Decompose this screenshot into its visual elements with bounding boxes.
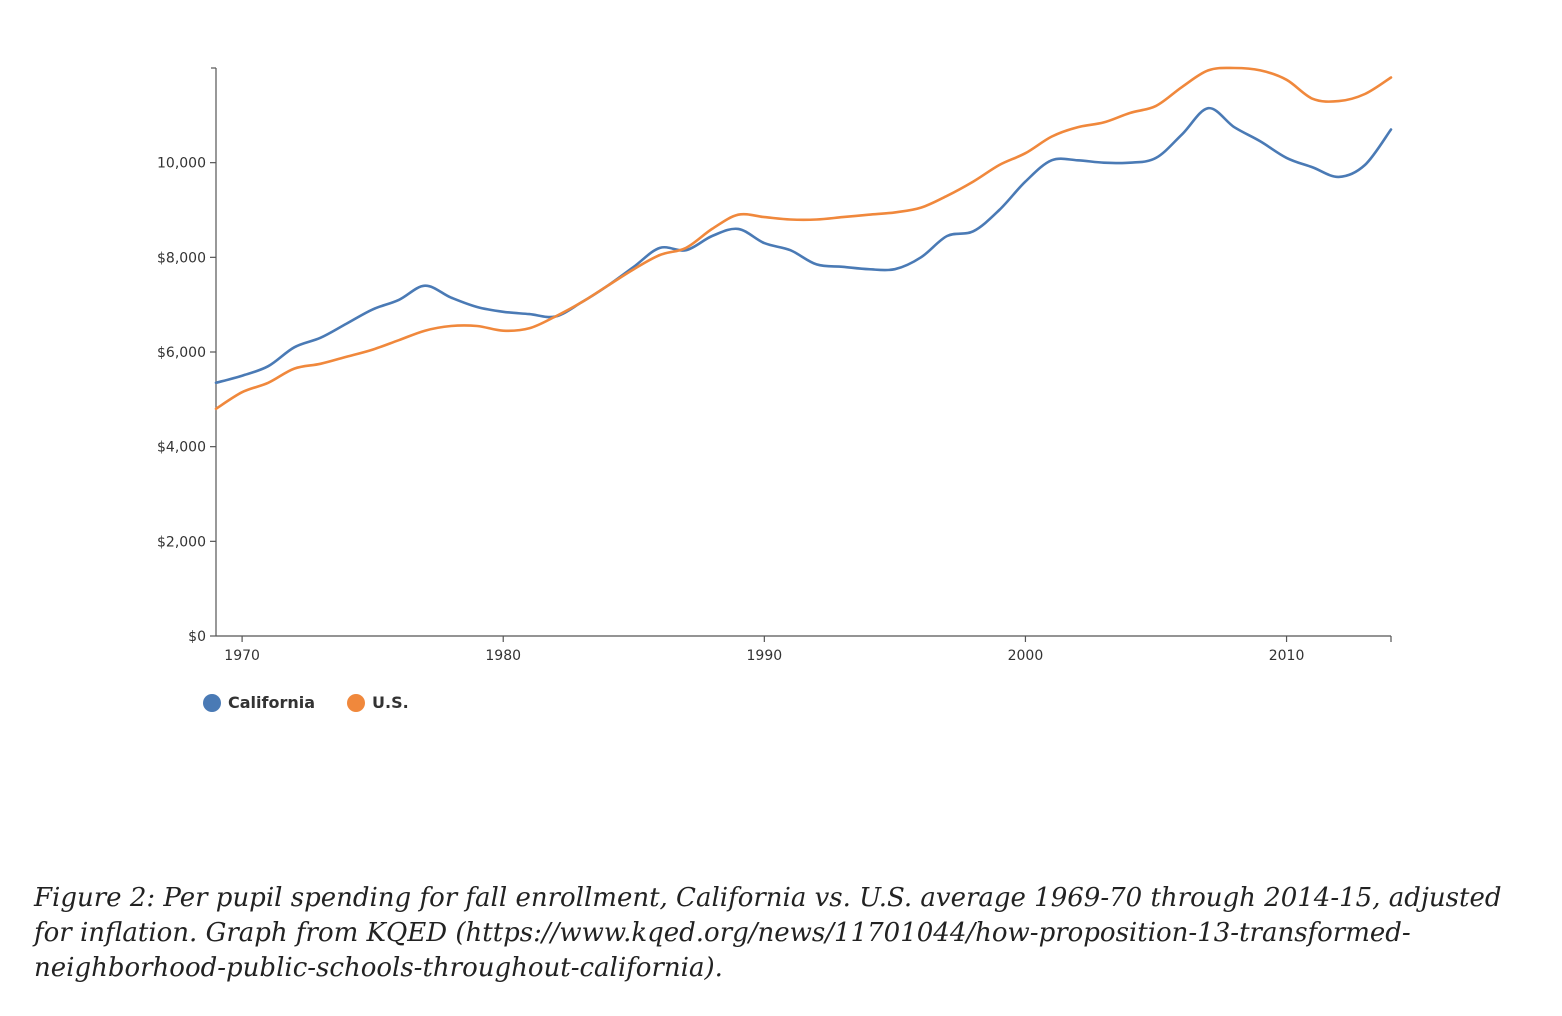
legend-label: U.S.	[372, 693, 409, 712]
y-tick-label: 10,000	[157, 156, 206, 172]
x-tick-label: 1970	[224, 648, 260, 664]
line-chart: $0 $2,000 $4,000 $6,000 $8,000 10,000 1970 1980…	[157, 66, 1393, 712]
chart-legend: California U.S.	[203, 693, 409, 712]
chart-series	[214, 66, 1393, 411]
series-line-california	[214, 106, 1393, 385]
legend-swatch	[203, 694, 221, 712]
y-tick-label: $4,000	[157, 440, 206, 456]
chart-axes: $0 $2,000 $4,000 $6,000 $8,000 10,000 1970 1980…	[157, 67, 1392, 664]
y-tick-label: $8,000	[157, 250, 206, 266]
x-tick-label: 1990	[747, 648, 783, 664]
y-tick-label: $2,000	[157, 534, 206, 550]
series-line-us	[214, 66, 1393, 411]
x-tick-label: 1980	[485, 648, 521, 664]
x-tick-label: 2000	[1008, 648, 1044, 664]
figure-caption: Figure 2: Per pupil spending for fall en…	[34, 883, 1502, 983]
y-tick-label: $0	[188, 629, 206, 645]
legend-swatch	[347, 694, 365, 712]
x-tick-label: 2010	[1269, 648, 1305, 664]
legend-label: California	[228, 693, 315, 712]
y-tick-label: $6,000	[157, 345, 206, 361]
